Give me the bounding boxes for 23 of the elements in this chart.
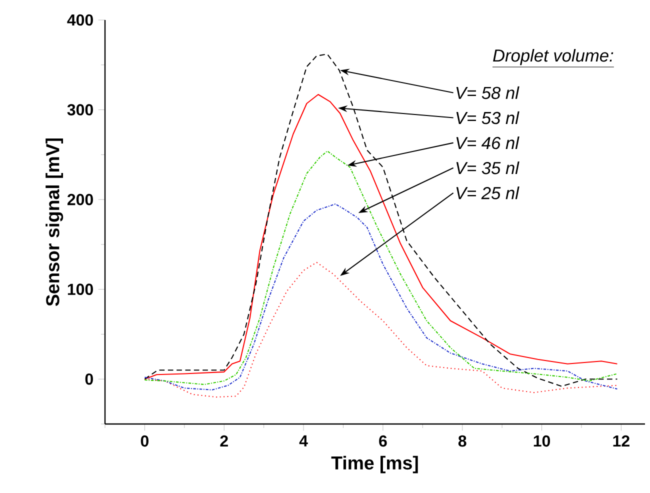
x-tick-label: 0 [140, 435, 148, 447]
y-tick-label: 200 [67, 194, 93, 206]
annotation: V= 25 nl [456, 186, 520, 200]
y-tick-label: 300 [67, 104, 93, 116]
y-axis-title: Sensor signal [mV] [46, 138, 64, 306]
x-tick-label: 10 [534, 435, 550, 447]
y-tick-label: 0 [85, 373, 93, 385]
x-tick-label: 12 [613, 435, 630, 447]
x-tick-label: 2 [220, 435, 228, 447]
line-series [144, 150, 618, 386]
annotation: V= 46 nl [456, 136, 520, 150]
x-tick-label: 6 [379, 435, 387, 447]
y-tick-label: 100 [68, 284, 93, 295]
annotation: Droplet volume: [493, 48, 614, 66]
x-axis-title: Time [ms] [331, 456, 418, 474]
annotation: V= 53 nl [456, 111, 520, 124]
annotation: V= 35 nl [456, 161, 520, 174]
x-tick-label: 8 [458, 435, 466, 447]
y-tick-label: 400 [67, 14, 93, 26]
annotation: V= 58 nl [456, 86, 520, 100]
x-tick-label: 4 [299, 435, 308, 446]
line-series [144, 262, 618, 398]
line-series [144, 204, 618, 390]
